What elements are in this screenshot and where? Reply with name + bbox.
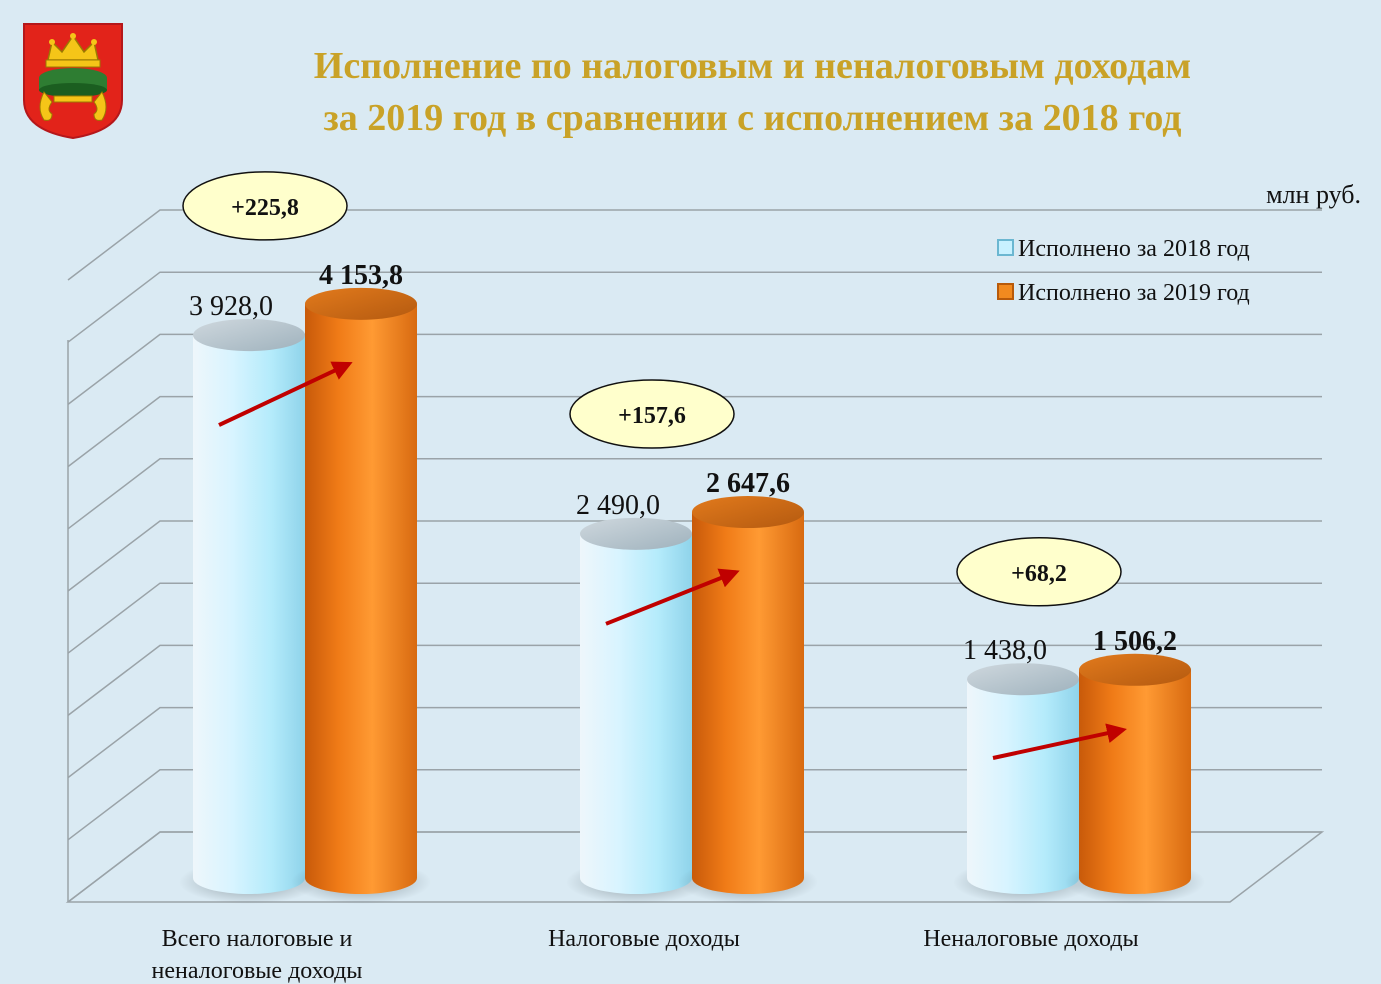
category-label: Неналоговые доходы: [923, 926, 1138, 952]
legend: Исполнено за 2018 год Исполнено за 2019 г…: [997, 236, 1250, 306]
legend-swatch: [997, 239, 1014, 256]
gridline: [67, 333, 1322, 405]
bar-2018: [953, 663, 1093, 904]
legend-label: Исполнено за 2019 год: [1018, 280, 1250, 306]
difference-label: +157,6: [618, 403, 686, 429]
value-label-2018: 1 438,0: [963, 635, 1047, 666]
value-label-2019: 2 647,6: [706, 468, 790, 499]
gridline: [67, 706, 1322, 779]
page-title-line-2: за 2019 год в сравнении с исполнением за…: [323, 97, 1182, 139]
difference-label: +225,8: [231, 195, 299, 221]
growth-arrow: [218, 361, 353, 427]
growth-arrow: [992, 723, 1127, 760]
gridline: [67, 769, 1322, 841]
value-label-2018: 3 928,0: [189, 291, 273, 322]
difference-bubble: [956, 537, 1122, 607]
page-title-line-1: Исполнение по налоговым и неналоговым до…: [313, 45, 1192, 87]
bar-2018: [566, 517, 706, 904]
bar-2019: [1065, 653, 1205, 904]
bar-2018: [179, 319, 319, 904]
coat-of-arms-icon: [23, 23, 123, 140]
gridline: [67, 644, 1322, 716]
gridline: [67, 395, 1322, 468]
legend-swatch: [997, 283, 1014, 300]
legend-label: Исполнено за 2018 год: [1018, 236, 1250, 262]
growth-arrow: [605, 568, 740, 626]
gridline: [67, 582, 1322, 654]
chart-floor: [65, 831, 1325, 903]
gridline: [67, 520, 1322, 592]
value-label-2019: 1 506,2: [1093, 626, 1177, 657]
category-label: Налоговые доходы: [548, 926, 740, 952]
gridline: [67, 209, 1322, 281]
value-label-2019: 4 153,8: [319, 260, 403, 291]
category-label: Всего налоговые и: [162, 926, 353, 952]
bar-2019: [678, 496, 818, 904]
bar-2019: [291, 287, 431, 904]
gridline: [67, 271, 1322, 343]
gridline: [67, 458, 1322, 530]
difference-label: +68,2: [1011, 561, 1067, 587]
category-label: неналоговые доходы: [152, 958, 363, 984]
difference-bubble: [182, 171, 348, 241]
value-label-2018: 2 490,0: [576, 490, 660, 521]
difference-bubble: [569, 379, 735, 449]
units-label: млн руб.: [1266, 180, 1361, 209]
